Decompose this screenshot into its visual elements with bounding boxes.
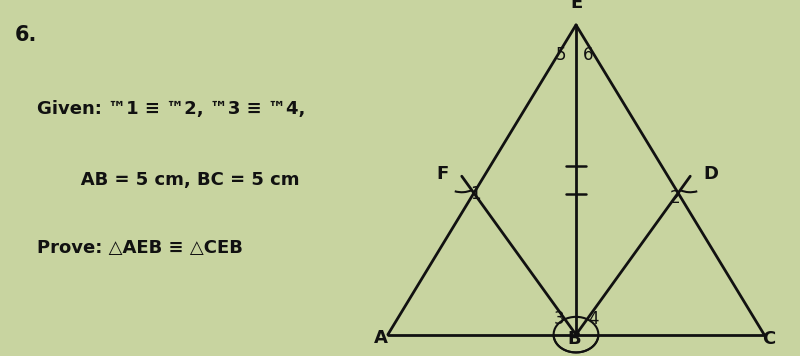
Text: C: C <box>762 330 775 348</box>
Text: D: D <box>704 166 718 183</box>
Text: F: F <box>436 166 448 183</box>
Text: Given: ™1 ≡ ™2, ™3 ≡ ™4,: Given: ™1 ≡ ™2, ™3 ≡ ™4, <box>37 100 305 118</box>
Text: 6.: 6. <box>14 25 37 45</box>
Text: B: B <box>567 330 581 348</box>
Text: E: E <box>570 0 582 12</box>
Text: AB = 5 cm, BC = 5 cm: AB = 5 cm, BC = 5 cm <box>37 171 299 189</box>
Text: 3: 3 <box>554 310 564 328</box>
Text: A: A <box>374 329 388 347</box>
Text: 4: 4 <box>588 310 598 328</box>
Text: Prove: △AEB ≡ △CEB: Prove: △AEB ≡ △CEB <box>37 239 242 257</box>
Text: 1: 1 <box>470 185 481 203</box>
Text: 5: 5 <box>556 46 566 64</box>
Text: 2: 2 <box>670 189 681 206</box>
Text: 6: 6 <box>583 46 594 64</box>
